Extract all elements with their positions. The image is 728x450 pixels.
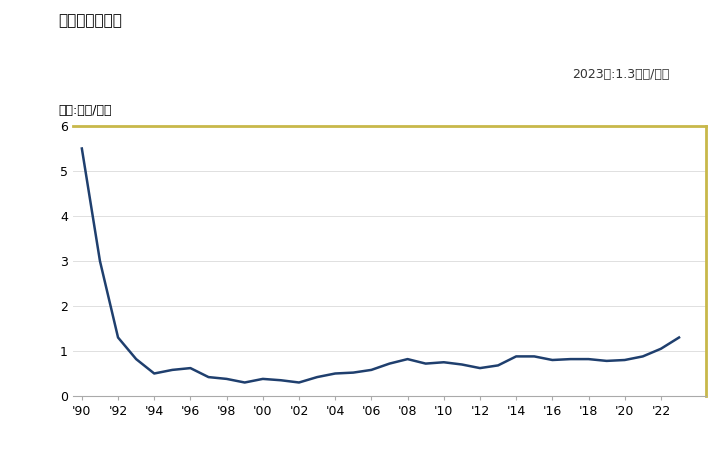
Text: 単位:万円/トン: 単位:万円/トン	[58, 104, 111, 117]
Text: 2023年:1.3万円/トン: 2023年:1.3万円/トン	[572, 68, 670, 81]
Text: 輸入価格の推移: 輸入価格の推移	[58, 14, 122, 28]
